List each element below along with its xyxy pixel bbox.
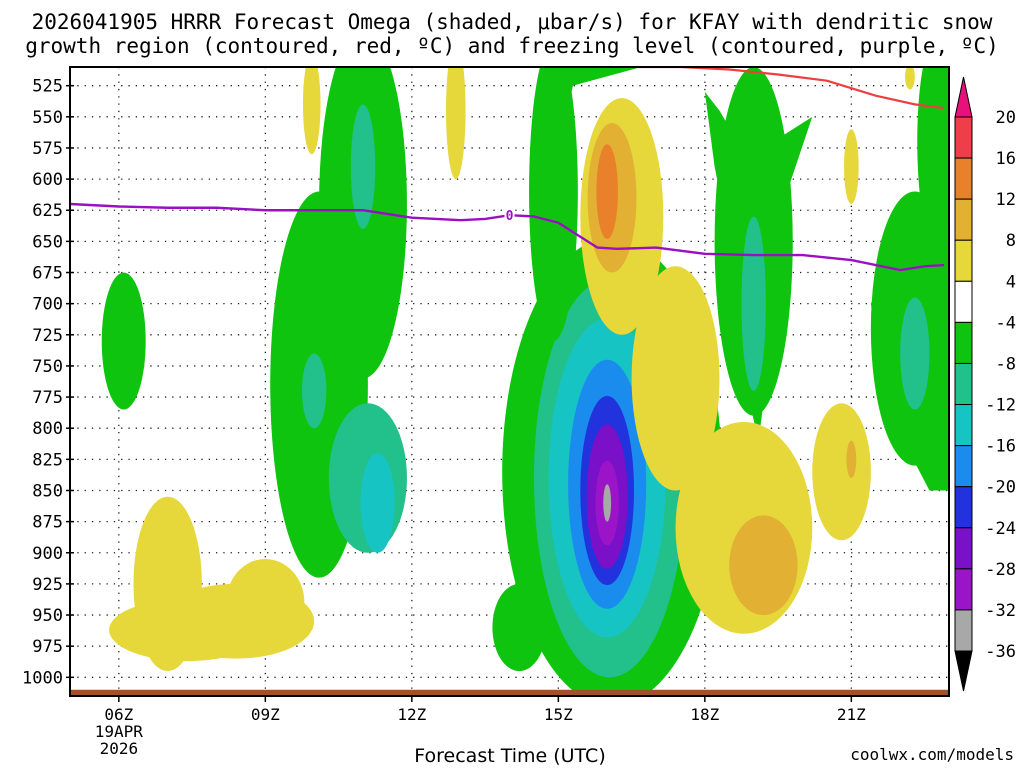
y-tick-label: 950: [32, 606, 63, 626]
colorbar-bin: [954, 280, 973, 323]
colorbar-bin: [954, 362, 973, 406]
x-tick-label: 15Z: [544, 705, 573, 724]
colorbar-bin: [954, 239, 973, 282]
colorbar-label: -8: [996, 354, 1016, 374]
colorbar-bin: [954, 568, 973, 611]
x-tick-label: 18Z: [690, 705, 719, 724]
omega_+10-region: [729, 515, 798, 616]
colorbar-bin: [954, 486, 973, 529]
omega_+14-region: [596, 144, 618, 239]
colorbar-bin: [954, 404, 973, 447]
omega_+6-region: [109, 598, 266, 662]
colorbar-label: -24: [985, 519, 1016, 539]
colorbar-label: 16: [996, 149, 1016, 169]
colorbar-label: -36: [985, 642, 1016, 662]
colorbar-label: -12: [985, 396, 1016, 416]
omega_-6-region: [492, 583, 547, 672]
y-tick-label: 825: [32, 450, 63, 470]
y-tick-label: 600: [32, 170, 63, 190]
colorbar-label: -28: [985, 560, 1016, 580]
x-tick-label: 12Z: [397, 705, 426, 724]
date-label-year: 2026: [100, 739, 139, 758]
y-tick-label: 725: [32, 326, 63, 346]
y-tick-label: 525: [32, 77, 63, 97]
x-tick-label: 09Z: [251, 705, 280, 724]
y-tick-label: 925: [32, 575, 63, 595]
freezing-level-line: [70, 202, 945, 272]
omega_-34-region: [603, 484, 612, 522]
chart-title-line-2: growth region (contoured, red, ºC) and f…: [25, 34, 999, 58]
y-tick-label: 775: [32, 388, 63, 408]
y-tick-label: 650: [32, 232, 63, 252]
colorbar-bin: [954, 445, 973, 488]
omega-shading: [101, 67, 949, 696]
y-tick-label: 550: [32, 108, 63, 128]
omega_-6-region: [917, 67, 949, 242]
chart-title-line-1: 2026041905 HRRR Forecast Omega (shaded, …: [31, 10, 993, 34]
freezing-level-label-bg: [504, 207, 515, 223]
colorbar-bin: [954, 198, 973, 241]
omega_-6-region: [529, 67, 578, 341]
colorbar-label: -32: [985, 601, 1016, 621]
colorbar-bin: [954, 321, 973, 364]
omega_-14-region: [360, 453, 395, 553]
y-tick-label: 975: [32, 637, 63, 657]
y-tick-label: 850: [32, 481, 63, 501]
omega_+6-region: [302, 67, 321, 155]
omega_+6-region: [226, 558, 305, 647]
y-tick-label: 575: [32, 139, 63, 159]
y-tick-label: 800: [32, 419, 63, 439]
omega_+6-region: [812, 403, 871, 541]
y-tick-label: 675: [32, 264, 63, 284]
y-tick-label: 700: [32, 295, 63, 315]
colorbar-bin: [954, 157, 973, 200]
colorbar-label: 8: [1006, 231, 1016, 251]
colorbar-bin: [954, 116, 973, 159]
colorbar-bottom-arrow: [954, 650, 973, 692]
freezing-level-label: 0: [506, 209, 514, 224]
credit-link[interactable]: coolwx.com/models: [850, 745, 1014, 764]
omega_+6-region: [844, 129, 859, 205]
y-tick-label: 1000: [22, 668, 63, 688]
colorbar-label: 4: [1006, 272, 1016, 292]
plot-frame: [69, 66, 950, 697]
y-tick-label: 625: [32, 201, 63, 221]
colorbar-label: -16: [985, 437, 1016, 457]
y-tick-label: 900: [32, 544, 63, 564]
y-tick-label: 875: [32, 513, 63, 533]
colorbar-label: 20: [996, 108, 1016, 128]
omega_-10-region: [900, 297, 930, 410]
colorbar-top-arrow: [954, 76, 973, 118]
axes: 525 550 575 600 625 650 675 700 725 750 775 800 825 8…: [22, 77, 866, 758]
omega_-6-region: [101, 272, 146, 410]
terrain-layer: [70, 689, 949, 696]
y-tick-label: 750: [32, 357, 63, 377]
omega_-10-region: [301, 353, 327, 429]
omega_-10-region: [350, 104, 376, 229]
terrain: [70, 689, 949, 696]
omega_+6-region: [446, 67, 466, 180]
omega_-10-region: [741, 216, 766, 391]
colorbar: 20 16 12 8 4 -4 -8 -12 -16 -20 -24 -28 -32 -36: [954, 76, 1016, 692]
colorbar-bin: [954, 527, 973, 570]
omega_+10-region: [846, 440, 857, 479]
colorbar-label: -20: [985, 478, 1016, 498]
colorbar-bin: [954, 609, 973, 652]
x-tick-label: 06Z: [104, 705, 133, 724]
colorbar-label: 12: [996, 190, 1016, 210]
date-label-day: 19APR: [95, 722, 144, 741]
colorbar-label: -4: [996, 313, 1016, 333]
x-tick-label: 21Z: [837, 705, 866, 724]
x-axis-label: Forecast Time (UTC): [414, 745, 606, 767]
omega_+6-region: [905, 67, 915, 90]
omega_+6-region: [631, 266, 720, 491]
